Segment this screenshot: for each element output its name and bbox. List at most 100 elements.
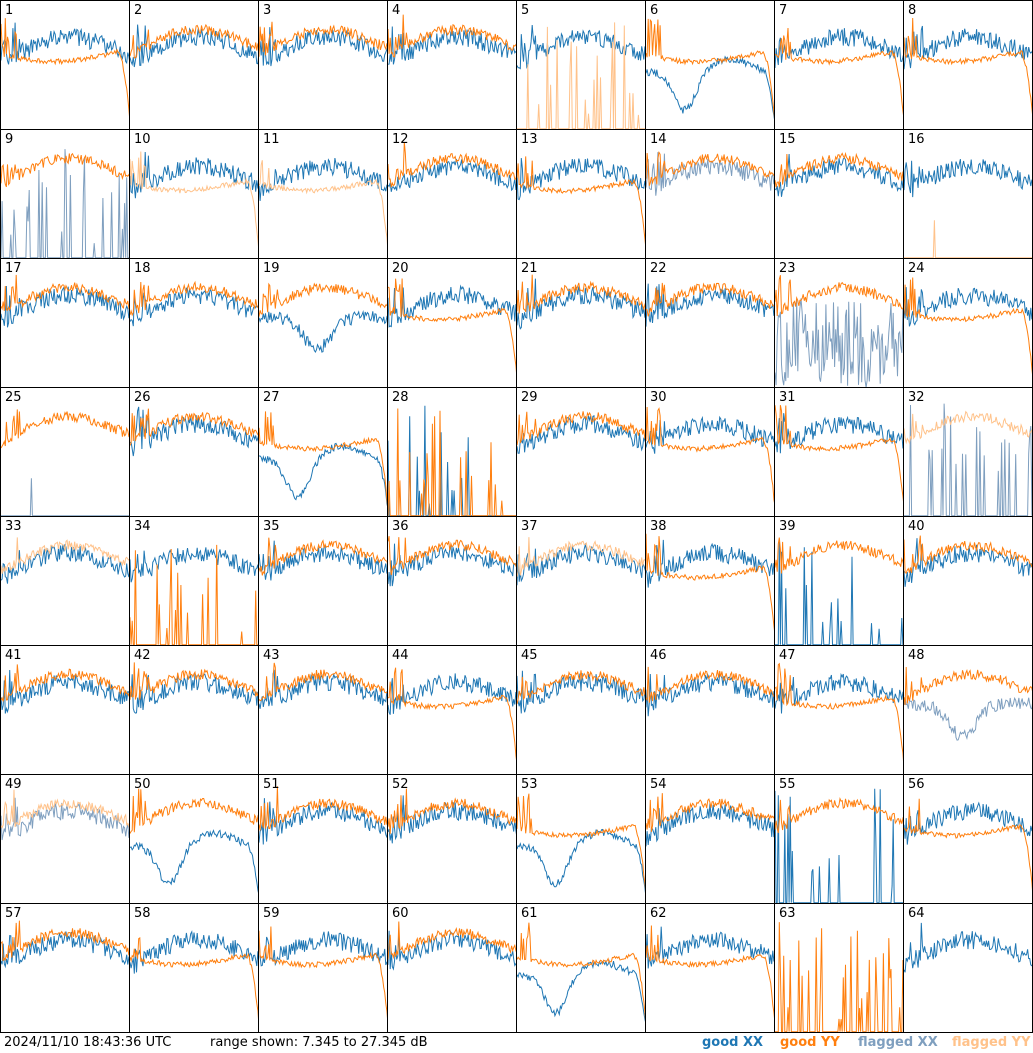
panel-5: 5 [516, 0, 645, 129]
panel-number: 32 [908, 390, 925, 405]
panel-26-plot [130, 406, 258, 457]
panel-60-good-yy-line [388, 921, 516, 960]
panel-62-good-yy-line [646, 925, 774, 1019]
panel-26-good-xx-line [130, 406, 258, 457]
panel-34-good-xx-line [130, 547, 258, 583]
panel-number: 7 [779, 3, 788, 18]
panel-21: 21 [516, 258, 645, 387]
panel-59-good-xx-line [259, 931, 387, 967]
panel-18-good-xx-line [130, 287, 258, 327]
panel-10-good-xx-line [130, 151, 258, 199]
panel-49-flagged-xx-line [1, 797, 129, 841]
panel-51-plot [259, 786, 387, 845]
panel-26-good-yy-line [130, 408, 258, 446]
panel-34-plot [130, 544, 258, 645]
panel-30-plot [646, 406, 774, 503]
panel-number: 61 [521, 906, 538, 921]
panel-11-plot [259, 158, 387, 246]
panel-25-good-yy-line [1, 409, 129, 449]
panel-9: 9 [0, 129, 129, 258]
panel-43-good-yy-line [259, 662, 387, 702]
panel-35: 35 [258, 516, 387, 645]
panel-10-flagged-yy-line [130, 151, 258, 247]
panel-54-good-xx-line [646, 802, 774, 847]
panel-32-plot [904, 403, 1032, 516]
panel-24-good-yy-line [904, 277, 1032, 375]
panel-6-good-yy-line [646, 18, 774, 118]
panel-17: 17 [0, 258, 129, 387]
panel-42-good-yy-line [130, 662, 258, 700]
panel-46-good-xx-line [646, 672, 774, 717]
panel-46-good-yy-line [646, 666, 774, 703]
panel-2-plot [130, 23, 258, 68]
panel-40: 40 [903, 516, 1032, 645]
panel-56: 56 [903, 774, 1032, 903]
panel-52: 52 [387, 774, 516, 903]
panel-number: 12 [392, 132, 409, 147]
panel-22-plot [646, 282, 774, 327]
panel-52-good-yy-line [388, 788, 516, 834]
panel-35-good-yy-line [259, 537, 387, 576]
panel-20: 20 [387, 258, 516, 387]
panel-50-good-yy-line [130, 788, 258, 834]
panel-1-good-yy-line [1, 18, 129, 117]
panel-31-good-xx-line [775, 413, 903, 454]
panel-45-good-xx-line [517, 670, 645, 714]
panel-49-flagged-yy-line [1, 789, 129, 829]
panel-51-good-yy-line [259, 786, 387, 831]
panel-22-good-yy-line [646, 282, 774, 317]
panel-12-good-yy-line [388, 141, 516, 188]
panel-number: 33 [5, 519, 22, 534]
panel-22-good-xx-line [646, 283, 774, 327]
panel-number: 55 [779, 777, 796, 792]
panel-48-plot [904, 666, 1032, 741]
panel-39: 39 [774, 516, 903, 645]
panel-number: 22 [650, 261, 667, 276]
panel-56-plot [904, 798, 1032, 891]
panel-10: 10 [129, 129, 258, 258]
panel-48-good-yy-line [904, 666, 1032, 706]
panel-41-good-xx-line [1, 669, 129, 714]
panel-59-plot [259, 926, 387, 1019]
footer: 2024/11/10 18:43:36 UTC range shown: 7.3… [0, 1033, 1033, 1053]
panel-28-good-yy-line [388, 408, 516, 516]
panel-number: 40 [908, 519, 925, 534]
panel-number: 19 [263, 261, 280, 276]
panel-30-good-yy-line [646, 406, 774, 503]
panel-number: 58 [134, 906, 151, 921]
panel-number: 20 [392, 261, 409, 276]
panel-4: 4 [387, 0, 516, 129]
panel-30: 30 [645, 387, 774, 516]
panel-57-good-yy-line [1, 920, 129, 962]
panel-15-plot [775, 151, 903, 197]
panel-20-plot [388, 278, 516, 373]
panel-number: 26 [134, 390, 151, 405]
range-label: range shown: 7.345 to 27.345 dB [210, 1035, 428, 1050]
panel-4-plot [388, 14, 516, 65]
panel-number: 30 [650, 390, 667, 405]
panel-1: 1 [0, 0, 129, 129]
panel-9-good-yy-line [1, 152, 129, 188]
panel-39-plot [775, 537, 903, 645]
panel-11: 11 [258, 129, 387, 258]
panel-45: 45 [516, 645, 645, 774]
panel-36-plot [388, 535, 516, 587]
panel-39-good-yy-line [775, 537, 903, 574]
panel-number: 10 [134, 132, 151, 147]
panel-60-good-xx-line [388, 930, 516, 971]
panel-number: 1 [5, 3, 14, 18]
panel-number: 41 [5, 648, 22, 663]
panel-59: 59 [258, 903, 387, 1032]
panel-19-good-xx-line [259, 310, 387, 353]
panel-number: 63 [779, 906, 796, 921]
panel-number: 62 [650, 906, 667, 921]
panel-number: 42 [134, 648, 151, 663]
panel-5-plot [517, 22, 645, 129]
panel-41-good-yy-line [1, 664, 129, 702]
panel-number: 18 [134, 261, 151, 276]
panel-number: 35 [263, 519, 280, 534]
panel-37-plot [517, 537, 645, 586]
panel-47-plot [775, 662, 903, 762]
panel-number: 57 [5, 906, 22, 921]
panel-19: 19 [258, 258, 387, 387]
